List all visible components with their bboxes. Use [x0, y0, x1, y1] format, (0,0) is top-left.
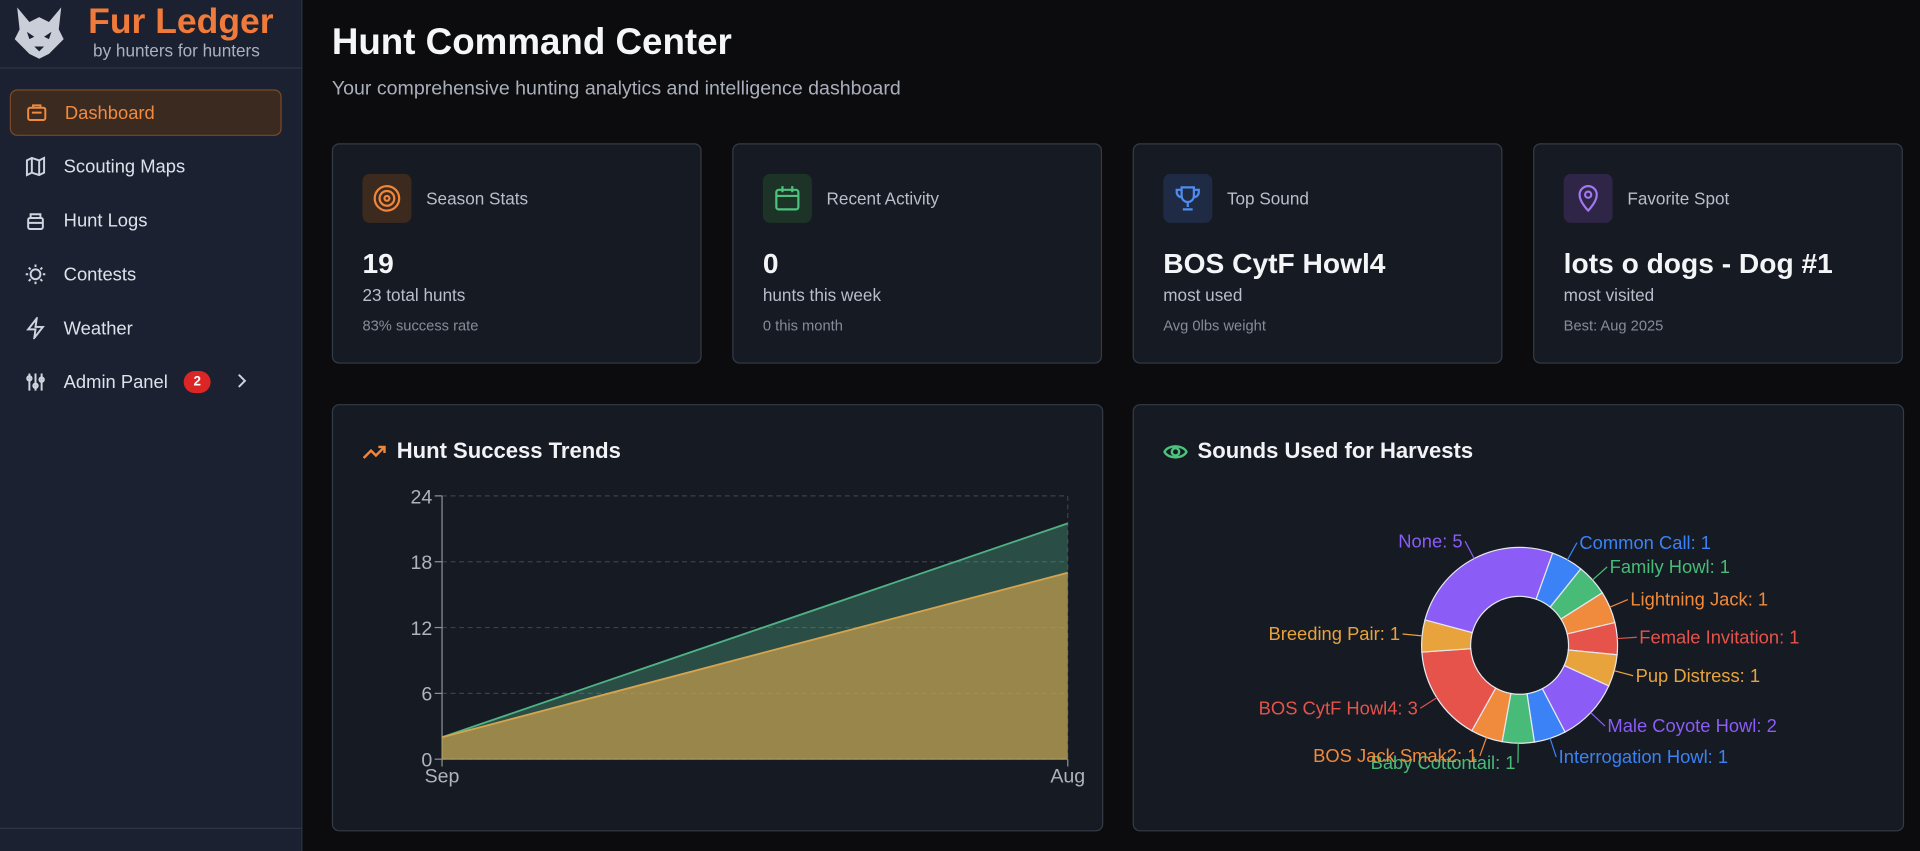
card-label: Recent Activity [826, 188, 939, 209]
area-chart: 0 6 12 18 24 Sep Aug [410, 486, 1085, 787]
slice-label: Baby Cottontail: 1 [1371, 752, 1516, 773]
nav-scouting-maps[interactable]: Scouting Maps [10, 143, 282, 190]
line [441, 522, 1069, 739]
slice-label: None: 5 [1398, 530, 1462, 551]
slice-label: BOS Jack Smak2: 1 [1313, 745, 1477, 766]
line [441, 571, 1068, 739]
chart-panel: Hunt Success Trends 0 6 12 18 24 Sep Aug [331, 404, 1104, 832]
stat-card: Season Stats 19 23 total hunts 83% succe… [331, 143, 702, 364]
slice-label: Breeding Pair: 1 [1268, 623, 1400, 644]
slice-label: Interrogation Howl: 1 [1559, 746, 1728, 767]
slice-label: BOS CytF Howl4: 3 [1259, 697, 1418, 718]
leader-line [1590, 712, 1606, 727]
brand: Fur Ledger [88, 2, 274, 42]
tagline: by hunters for hunters [93, 40, 260, 61]
y-tick-label: 18 [410, 552, 432, 574]
nav-hunt-logs[interactable]: Hunt Logs [10, 197, 282, 244]
leader-line [1464, 540, 1475, 559]
card-detail: most visited [1563, 285, 1655, 305]
leader-line [1609, 599, 1629, 608]
slice-label: Pup Distress: 1 [1636, 665, 1760, 686]
card-value: lots o dogs - Dog #1 [1563, 247, 1833, 280]
x-tick-label: Sep [425, 765, 460, 787]
card-label: Top Sound [1226, 188, 1309, 209]
leader-line [1566, 542, 1578, 561]
nav-label: Weather [63, 317, 133, 339]
x-tick-label: Aug [1050, 765, 1085, 787]
card-value: 0 [762, 247, 779, 280]
area [442, 572, 1068, 760]
leader-line [1402, 633, 1423, 637]
card-value: 19 [362, 247, 394, 280]
card-detail: hunts this week [762, 285, 882, 305]
stat-card: Favorite Spot lots o dogs - Dog #1 most … [1533, 143, 1903, 364]
card-value: BOS CytF Howl4 [1163, 247, 1386, 280]
leader-line [1592, 566, 1608, 581]
stat-card: Recent Activity 0 hunts this week 0 this… [732, 143, 1103, 364]
nav-label: Scouting Maps [63, 156, 186, 177]
chart-title: Hunt Success Trends [396, 438, 621, 463]
leader-line [1549, 738, 1557, 758]
slice-label: Family Howl: 1 [1610, 556, 1730, 577]
slice-label: Common Call: 1 [1579, 532, 1711, 553]
nav-label: Admin Panel [63, 371, 168, 393]
donut-chart: None: 5 Common Call: 1 Family Howl: 1 Light… [1259, 530, 1800, 773]
nav-label: Hunt Logs [63, 210, 148, 231]
divider [0, 67, 302, 69]
stat-card: Top Sound BOS CytF Howl4 most used Avg 0… [1132, 143, 1503, 364]
y-tick-label: 12 [410, 618, 432, 640]
slice-label: Lightning Jack: 1 [1630, 589, 1768, 610]
card-note: 83% success rate [362, 317, 479, 335]
leader-line [1419, 697, 1438, 709]
slice [1424, 546, 1554, 634]
slice [1421, 619, 1474, 653]
y-tick-label: 0 [421, 750, 432, 772]
page-subtitle: Your comprehensive hunting analytics and… [331, 78, 901, 100]
chart-title: Sounds Used for Harvests [1197, 438, 1474, 463]
leader-line [1479, 737, 1488, 757]
card-note: 0 this month [762, 317, 843, 335]
leader-line [1614, 670, 1634, 677]
card-detail: most used [1163, 285, 1243, 305]
badge: 2 [183, 371, 211, 394]
divider [0, 827, 302, 829]
slice-label: Male Coyote Howl: 2 [1607, 715, 1776, 736]
y-tick-label: 24 [410, 486, 432, 508]
logo [14, 7, 64, 59]
nav-label: Contests [63, 263, 137, 285]
nav-label: Dashboard [64, 102, 155, 124]
sidebar: Fur Ledger by hunters for hunters Dashbo… [0, 0, 303, 851]
nav-weather[interactable]: Weather [10, 305, 282, 352]
card-label: Favorite Spot [1627, 188, 1730, 209]
card-detail: 23 total hunts [362, 285, 466, 305]
card-note: Avg 0lbs weight [1163, 317, 1266, 335]
slice-label: Female Invitation: 1 [1639, 626, 1799, 647]
y-tick-label: 6 [421, 684, 432, 706]
leader-line [1617, 636, 1637, 640]
page-title: Hunt Command Center [331, 22, 732, 63]
nav-dashboard[interactable]: Dashboard [9, 89, 282, 136]
card-note: Best: Aug 2025 [1563, 317, 1664, 335]
chart-panel: Sounds Used for Harvests None: 5 Common C… [1132, 404, 1905, 832]
card-label: Season Stats [426, 188, 529, 209]
nav-contests[interactable]: Contests [10, 251, 282, 298]
nav-admin-panel[interactable]: Admin Panel 2 [10, 359, 282, 406]
